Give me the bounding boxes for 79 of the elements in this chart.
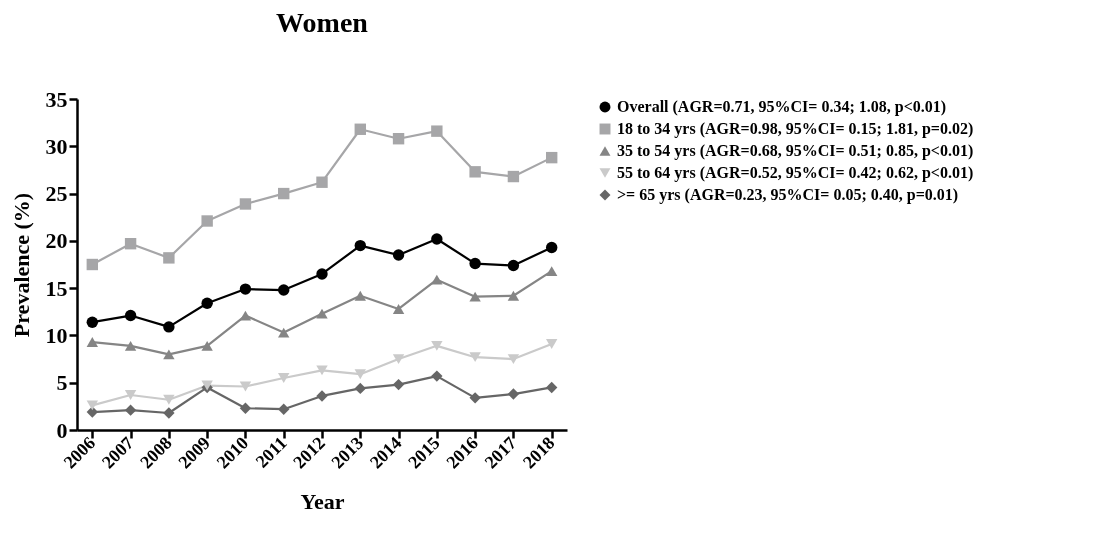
point bbox=[545, 241, 558, 254]
point bbox=[507, 259, 520, 272]
point bbox=[469, 392, 481, 404]
point bbox=[86, 400, 99, 411]
chart-title: Women bbox=[276, 7, 369, 38]
point bbox=[201, 297, 213, 309]
point bbox=[431, 233, 443, 245]
legend-label: 18 to 34 yrs (AGR=0.98, 95%CI= 0.15; 1.81, p=0.02) bbox=[617, 120, 974, 138]
point bbox=[201, 340, 213, 351]
point bbox=[316, 365, 328, 376]
point bbox=[124, 340, 137, 351]
legend-label: >= 65 yrs (AGR=0.23, 95%CI= 0.05; 0.40, p=0.01) bbox=[617, 186, 959, 204]
point bbox=[124, 237, 137, 250]
y-tick-label: 0 bbox=[56, 417, 68, 443]
point bbox=[431, 274, 443, 285]
point bbox=[239, 381, 252, 392]
y-tick-label: 35 bbox=[45, 86, 68, 112]
point bbox=[354, 290, 366, 301]
legend-label: 55 to 64 yrs (AGR=0.52, 95%CI= 0.42; 0.62, p<0.01) bbox=[617, 164, 974, 182]
point bbox=[545, 266, 558, 277]
point bbox=[469, 352, 481, 363]
point bbox=[507, 170, 520, 183]
y-axis-title: Prevalence (%) bbox=[8, 192, 34, 338]
point bbox=[278, 284, 290, 296]
point bbox=[163, 407, 175, 419]
point bbox=[507, 388, 520, 400]
point bbox=[507, 354, 520, 365]
y-tick-label: 15 bbox=[45, 275, 68, 301]
point bbox=[354, 123, 366, 135]
point bbox=[124, 309, 137, 322]
legend-label: 35 to 54 yrs (AGR=0.68, 95%CI= 0.51; 0.85, p<0.01) bbox=[617, 142, 974, 160]
point bbox=[431, 340, 443, 351]
point bbox=[163, 349, 175, 360]
point bbox=[392, 354, 405, 365]
point bbox=[469, 257, 481, 270]
y-tick-label: 20 bbox=[45, 228, 68, 254]
point bbox=[507, 290, 520, 301]
point bbox=[354, 369, 366, 380]
point bbox=[469, 291, 481, 302]
point bbox=[86, 337, 99, 347]
point bbox=[278, 373, 290, 383]
point bbox=[163, 394, 175, 405]
point bbox=[163, 321, 175, 333]
point bbox=[316, 390, 328, 402]
y-tick-label: 25 bbox=[45, 181, 68, 207]
point bbox=[316, 268, 328, 280]
point bbox=[124, 404, 137, 416]
point bbox=[86, 316, 99, 328]
point bbox=[163, 252, 175, 264]
point bbox=[392, 249, 405, 261]
legend-label: Overall (AGR=0.71, 95%CI= 0.34; 1.08, p<0.01) bbox=[617, 98, 947, 116]
point bbox=[239, 198, 252, 210]
point bbox=[469, 166, 481, 178]
point bbox=[239, 310, 252, 321]
point bbox=[201, 215, 213, 227]
point bbox=[124, 390, 137, 400]
x-axis-title: Year bbox=[300, 489, 345, 515]
point bbox=[239, 402, 252, 414]
point bbox=[431, 125, 443, 137]
point bbox=[316, 308, 328, 319]
point bbox=[354, 239, 366, 252]
x-tick-label: 2011 bbox=[251, 432, 291, 472]
point bbox=[392, 378, 405, 391]
y-tick-label: 30 bbox=[45, 133, 68, 159]
point bbox=[545, 151, 558, 164]
point bbox=[278, 187, 290, 200]
point bbox=[354, 382, 366, 395]
point bbox=[278, 403, 290, 415]
point bbox=[545, 339, 558, 349]
point bbox=[545, 381, 558, 394]
point bbox=[392, 133, 405, 145]
point bbox=[278, 327, 290, 338]
y-tick-label: 5 bbox=[56, 370, 68, 396]
y-tick-label: 10 bbox=[45, 322, 68, 348]
point bbox=[431, 370, 443, 382]
point bbox=[86, 258, 99, 271]
point bbox=[239, 283, 252, 295]
point bbox=[392, 304, 405, 314]
point bbox=[316, 176, 328, 188]
